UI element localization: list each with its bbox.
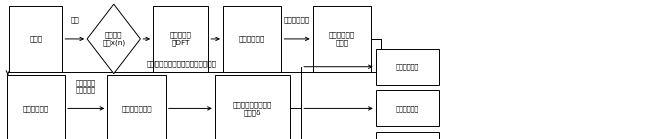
Text: 唯主播类窗
及DFT: 唯主播类窗 及DFT [170,32,192,46]
FancyBboxPatch shape [313,6,371,72]
FancyBboxPatch shape [376,49,439,85]
Text: 获得离散
信号x(n): 获得离散 信号x(n) [102,32,125,46]
FancyBboxPatch shape [9,6,62,72]
FancyBboxPatch shape [107,75,166,139]
Text: 信号频谱信息: 信号频谱信息 [239,36,265,42]
Text: 建立插値公式并求解
偏移量δ: 建立插値公式并求解 偏移量δ [233,101,272,116]
Text: 计算谱波幅値: 计算谱波幅値 [396,63,419,70]
Text: 多项式拟合
及谱线对称: 多项式拟合 及谱线对称 [76,79,96,93]
Text: 划分非干扰区域: 划分非干扰区域 [121,105,152,112]
Text: 频谱局部小包
的幅度: 频谱局部小包 的幅度 [329,32,355,46]
FancyBboxPatch shape [6,75,65,139]
Text: 采样: 采样 [70,16,79,23]
FancyBboxPatch shape [376,90,439,126]
Text: 以一定数値响度为幅値截断局部小包: 以一定数値响度为幅値截断局部小包 [147,60,217,67]
FancyBboxPatch shape [214,75,290,139]
FancyBboxPatch shape [376,132,439,139]
Text: 类倍噪比公式: 类倍噪比公式 [284,16,310,23]
FancyBboxPatch shape [223,6,281,72]
FancyBboxPatch shape [153,6,208,72]
Text: 电力网: 电力网 [29,36,42,42]
Text: 分辨主播类型: 分辨主播类型 [23,105,49,112]
Text: 计算谱波相角: 计算谱波相角 [396,105,419,112]
Polygon shape [87,4,140,74]
